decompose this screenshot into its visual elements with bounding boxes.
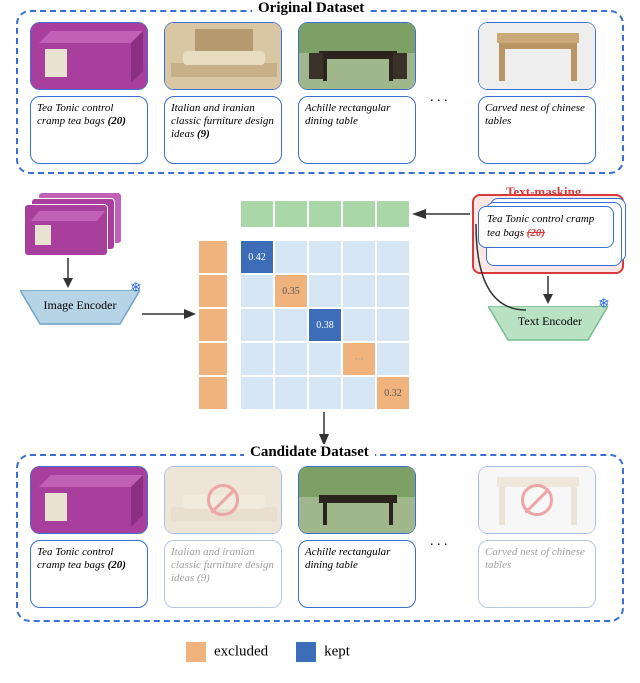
arrow-textenc-to-strip [416,214,536,320]
cand-carved-text: Carved nest of chinese tables [485,546,585,571]
cand-card-carved-excluded [478,466,596,534]
tea-caption-count: (20) [108,115,126,127]
orig-carved-caption: Carved nest of chinese tables [478,96,596,164]
legend-excluded: excluded [186,642,268,662]
cand-card-dining [298,466,416,534]
no-entry-icon [521,484,553,516]
text-encoder-frozen-icon: ❄ [598,296,610,313]
legend-kept-swatch [296,642,316,662]
arrow-imgenc-right [142,308,196,320]
no-entry-icon [207,484,239,516]
cand-sofa-text: Italian and iranian classic furniture de… [171,546,274,584]
cand-tea-image [31,467,147,533]
legend-kept-label: kept [324,643,350,659]
cand-tea-caption: Tea Tonic control cramp tea bags (20) [30,540,148,608]
cand-sofa-count: (9) [197,572,210,584]
cand-tea-count: (20) [108,559,126,571]
matrix-diag-3: ··· [342,342,376,376]
similarity-matrix: 0.42 0.35 0.38 ··· 0.32 [240,240,410,410]
cand-carved-image [479,467,595,533]
cand-carved-caption: Carved nest of chinese tables [478,540,596,608]
image-batch-stack [24,192,124,256]
cand-dining-image [299,467,415,533]
matrix-diag-2: 0.38 [308,308,342,342]
carved-caption-text: Carved nest of chinese tables [485,102,585,127]
cand-tea-text: Tea Tonic control cramp tea bags [37,546,113,571]
sofa-image [165,23,281,89]
cand-card-tea [30,466,148,534]
carved-image [479,23,595,89]
orig-ellipsis: . . . [430,90,448,106]
orig-sofa-caption: Italian and iranian classic furniture de… [164,96,282,164]
matrix-diag-0: 0.42 [240,240,274,274]
legend-excluded-label: excluded [214,643,268,659]
orig-card-dining [298,22,416,90]
tea-caption-text: Tea Tonic control cramp tea bags [37,102,113,127]
cand-dining-text: Achille rectangular dining table [305,546,390,571]
tea-box-image [31,23,147,89]
sofa-caption-count: (9) [197,128,210,140]
orig-card-sofa [164,22,282,90]
original-dataset-title: Original Dataset [252,0,370,17]
matrix-diag-1: 0.35 [274,274,308,308]
cand-sofa-caption: Italian and iranian classic furniture de… [164,540,282,608]
cand-ellipsis: . . . [430,534,448,550]
arrow-matrix-down [316,412,332,446]
dining-image [299,23,415,89]
arrow-text-down [540,276,556,304]
cand-sofa-image [165,467,281,533]
cand-dining-caption: Achille rectangular dining table [298,540,416,608]
sofa-caption-text: Italian and iranian classic furniture de… [171,102,274,140]
matrix-diag-4: 0.32 [376,376,410,410]
legend-kept: kept [296,642,350,662]
orig-card-tea [30,22,148,90]
orig-dining-caption: Achille rectangular dining table [298,96,416,164]
candidate-dataset-title: Candidate Dataset [244,444,375,461]
legend-excluded-swatch [186,642,206,662]
arrow-image-down [60,258,76,288]
cand-card-sofa-excluded [164,466,282,534]
dining-caption-text: Achille rectangular dining table [305,102,390,127]
orig-tea-caption: Tea Tonic control cramp tea bags (20) [30,96,148,164]
orig-card-carved [478,22,596,90]
image-encoder-label: Image Encoder [32,298,128,313]
legend: excluded kept [186,642,350,662]
image-encoder-frozen-icon: ❄ [130,280,142,297]
